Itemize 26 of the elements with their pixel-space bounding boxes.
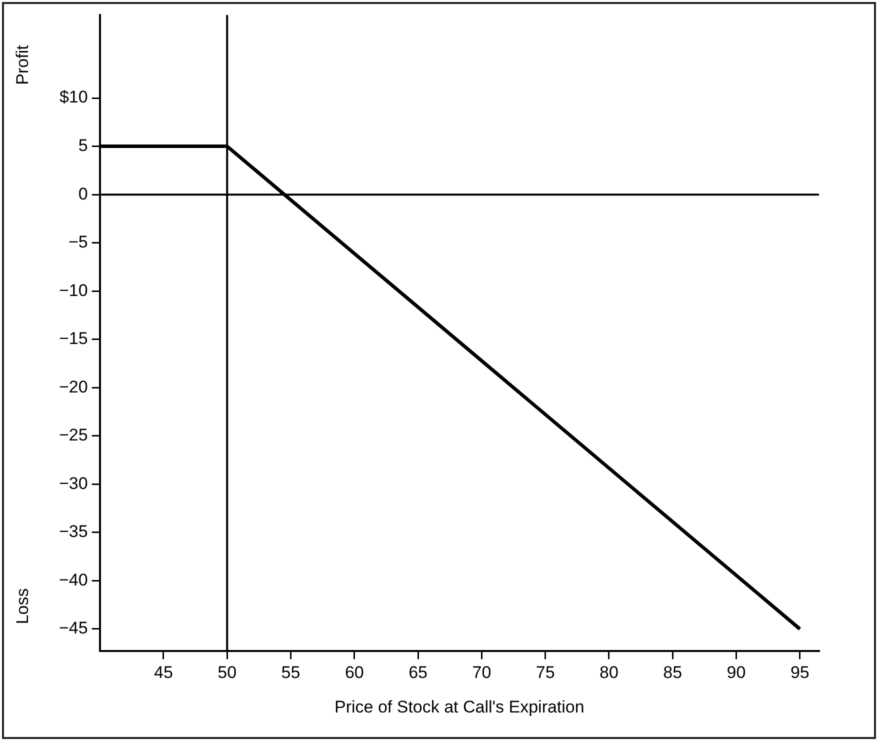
x-tick-label: 45 <box>154 663 173 682</box>
x-axis-title: Price of Stock at Call's Expiration <box>334 697 584 716</box>
text: Loss <box>12 588 32 624</box>
y-tick-label: −30 <box>58 474 88 493</box>
y-tick-label: −5 <box>68 232 88 252</box>
y-tick-label: 0 <box>78 184 88 204</box>
y-tick-label: 5 <box>78 136 88 155</box>
x-tick-label: 50 <box>218 663 237 682</box>
y-tick-label: −20 <box>58 377 88 396</box>
x-tick-label: 65 <box>408 663 428 682</box>
x-tick-label: 90 <box>726 663 746 682</box>
y-tick-label: −15 <box>58 329 88 348</box>
y-tick-label: $10 <box>59 88 88 107</box>
y-tick-label: −25 <box>58 426 88 445</box>
x-tick-label: 85 <box>663 663 682 682</box>
y-tick-label: −45 <box>58 618 88 638</box>
y-tick-label: −10 <box>58 280 88 300</box>
x-tick-label: 70 <box>472 663 492 682</box>
x-tick-label: 55 <box>281 663 300 682</box>
y-tick-label: −35 <box>58 522 88 542</box>
x-tick-label: 75 <box>536 663 555 682</box>
x-tick-label: 60 <box>344 663 364 682</box>
x-tick-label: 80 <box>600 663 618 682</box>
y-tick-label: −40 <box>58 570 88 590</box>
x-tick-label: 95 <box>790 663 810 682</box>
text: Profit <box>12 44 32 85</box>
